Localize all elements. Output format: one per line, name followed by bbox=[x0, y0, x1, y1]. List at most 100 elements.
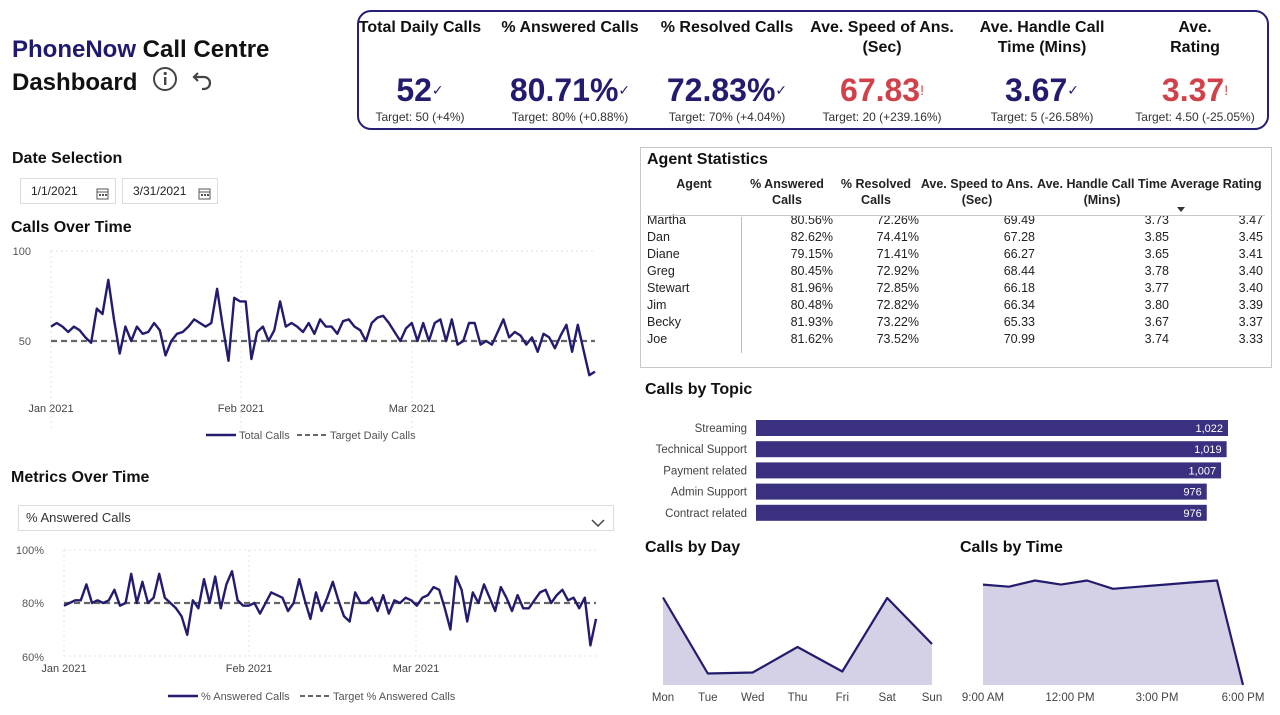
column-header[interactable]: Agent bbox=[676, 177, 712, 191]
bar-category-label: Streaming bbox=[695, 423, 747, 435]
table-header-row: Agent % Answered Calls % Resolved Calls … bbox=[647, 176, 1263, 212]
reset-undo-icon[interactable] bbox=[191, 67, 215, 100]
series-line bbox=[662, 596, 933, 675]
x-tick-label: Mar 2021 bbox=[393, 663, 439, 675]
start-date-value: 1/1/2021 bbox=[31, 184, 78, 198]
x-tick-label: Tue bbox=[698, 692, 717, 704]
bar-category-label: Contract related bbox=[665, 508, 747, 520]
kpi-rating: Ave. Rating 3.37! Target: 4.50 (-25.05%) bbox=[1120, 18, 1270, 124]
x-tick-label: Feb 2021 bbox=[226, 663, 272, 675]
bar-data-label: 1,022 bbox=[1195, 423, 1223, 435]
table-row[interactable]: Martha 80.56% 72.26% 69.49 3.73 3.47 bbox=[647, 213, 1263, 227]
kpi-resolved-calls: % Resolved Calls 72.83%✓ Target: 70% (+4… bbox=[652, 18, 802, 124]
bar-data-label: 976 bbox=[1183, 508, 1201, 520]
y-tick-label: 100% bbox=[16, 545, 44, 557]
legend-label: Target % Answered Calls bbox=[333, 691, 456, 703]
kpi-label: Ave. Rating bbox=[1170, 19, 1220, 56]
calendar-icon[interactable] bbox=[96, 184, 109, 208]
table-row[interactable]: Dan 82.62% 74.41% 67.28 3.85 3.45 bbox=[647, 230, 1263, 244]
date-selection-title: Date Selection bbox=[12, 150, 123, 167]
kpi-target: Target: 80% (+0.88%) bbox=[511, 110, 629, 124]
bar-data-label: 1,007 bbox=[1189, 465, 1217, 477]
bar-data-label: 976 bbox=[1183, 487, 1201, 499]
x-tick-label: 3:00 PM bbox=[1136, 692, 1179, 704]
x-tick-label: Mon bbox=[652, 692, 674, 704]
kpi-label: Ave. Handle Call Time (Mins) bbox=[979, 19, 1105, 56]
y-tick-label: 80% bbox=[22, 598, 44, 610]
y-tick-label: 60% bbox=[22, 652, 44, 664]
kpi-answered-calls: % Answered Calls 80.71%✓ Target: 80% (+0… bbox=[495, 18, 645, 124]
bar-category-label: Payment related bbox=[663, 465, 747, 477]
table-row[interactable]: Jim 80.48% 72.82% 66.34 3.80 3.39 bbox=[647, 298, 1263, 312]
info-icon[interactable] bbox=[152, 66, 178, 101]
calendar-icon[interactable] bbox=[198, 184, 211, 208]
kpi-target: Target: 5 (-26.58%) bbox=[990, 110, 1094, 124]
kpi-value: 3.67✓ bbox=[1004, 72, 1079, 108]
column-header[interactable]: Average Rating bbox=[1170, 177, 1262, 191]
kpi-label: % Answered Calls bbox=[501, 19, 639, 36]
kpi-target: Target: 4.50 (-25.05%) bbox=[1135, 110, 1255, 124]
column-header[interactable]: Ave. Handle Call Time (Mins) bbox=[1037, 177, 1167, 207]
x-tick-label: Jan 2021 bbox=[28, 403, 73, 415]
table-row[interactable]: Stewart 81.96% 72.85% 66.18 3.77 3.40 bbox=[647, 281, 1263, 295]
calls-by-day-title: Calls by Day bbox=[645, 539, 741, 556]
end-date-value: 3/31/2021 bbox=[133, 184, 187, 198]
calls-over-time-chart: 100 50 Jan 2021 Feb 2021 Mar 2021 Total … bbox=[13, 246, 596, 442]
legend-label: Target Daily Calls bbox=[330, 430, 416, 442]
column-header[interactable]: % Resolved Calls bbox=[840, 177, 912, 207]
check-icon: ✓ bbox=[618, 82, 631, 98]
calls-by-time-chart: 9:00 AM 12:00 PM 3:00 PM 6:00 PM bbox=[962, 579, 1265, 704]
table-row[interactable]: Joe 81.62% 73.52% 70.99 3.74 3.33 bbox=[647, 332, 1263, 346]
x-tick-label: Wed bbox=[741, 692, 764, 704]
bar-category-label: Technical Support bbox=[656, 444, 748, 456]
table-row[interactable]: Diane 79.15% 71.41% 66.27 3.65 3.41 bbox=[647, 247, 1263, 261]
table-row[interactable]: Greg 80.45% 72.92% 68.44 3.78 3.40 bbox=[647, 264, 1263, 278]
series-line bbox=[63, 570, 598, 647]
header-divider bbox=[647, 215, 1265, 216]
bar bbox=[756, 483, 1207, 500]
legend-label: % Answered Calls bbox=[201, 691, 290, 703]
area-fill bbox=[983, 580, 1243, 685]
y-tick-label: 50 bbox=[19, 336, 31, 348]
alert-icon: ! bbox=[920, 82, 924, 98]
x-tick-label: 12:00 PM bbox=[1045, 692, 1094, 704]
agent-statistics-table: Agent % Answered Calls % Resolved Calls … bbox=[647, 176, 1263, 348]
area-fill bbox=[663, 597, 932, 685]
kpi-label: Ave. Speed of Ans. (Sec) bbox=[810, 19, 954, 56]
bar-category-label: Admin Support bbox=[671, 487, 748, 499]
bar-data-label: 1,019 bbox=[1194, 444, 1222, 456]
x-tick-label: Feb 2021 bbox=[218, 403, 264, 415]
metric-select-value: % Answered Calls bbox=[26, 510, 131, 525]
calls-by-topic-chart: Streaming 1,022 Technical Support 1,019 Paym… bbox=[656, 420, 1228, 521]
end-date-input[interactable]: 3/31/2021 bbox=[122, 178, 218, 204]
kpi-label: Total Daily Calls bbox=[358, 19, 482, 36]
kpi-target: Target: 50 (+4%) bbox=[375, 110, 465, 124]
check-icon: ✓ bbox=[1067, 82, 1079, 98]
calls-by-day-chart: Mon Tue Wed Thu Fri Sat Sun bbox=[652, 596, 942, 704]
kpi-value: 72.83%✓ bbox=[666, 72, 788, 108]
column-divider bbox=[741, 217, 742, 353]
check-icon: ✓ bbox=[431, 82, 444, 98]
calls-by-time-title: Calls by Time bbox=[960, 539, 1063, 556]
chevron-down-icon[interactable] bbox=[591, 512, 605, 536]
table-row[interactable]: Becky 81.93% 73.22% 65.33 3.67 3.37 bbox=[647, 315, 1263, 329]
kpi-value: 52✓ bbox=[396, 72, 444, 108]
x-tick-label: 9:00 AM bbox=[962, 692, 1004, 704]
column-header[interactable]: % Answered Calls bbox=[750, 177, 824, 207]
calls-over-time-title: Calls Over Time bbox=[11, 219, 132, 236]
start-date-input[interactable]: 1/1/2021 bbox=[20, 178, 116, 204]
check-icon: ✓ bbox=[775, 82, 788, 98]
x-tick-label: 6:00 PM bbox=[1222, 692, 1265, 704]
agent-statistics-panel: Agent Statistics Agent % Answered Calls … bbox=[640, 147, 1272, 368]
column-header[interactable]: Ave. Speed to Ans. (Sec) bbox=[920, 177, 1034, 207]
legend-label: Total Calls bbox=[239, 430, 290, 442]
sort-descending-icon[interactable] bbox=[1177, 207, 1185, 212]
alert-icon: ! bbox=[1224, 82, 1229, 98]
series-line bbox=[50, 278, 596, 377]
y-tick-label: 100 bbox=[13, 246, 31, 258]
metrics-over-time-title: Metrics Over Time bbox=[11, 469, 150, 486]
bar bbox=[756, 504, 1207, 521]
kpi-value: 67.83! bbox=[840, 72, 924, 108]
bar bbox=[756, 462, 1222, 479]
metric-select-dropdown[interactable]: % Answered Calls bbox=[18, 505, 614, 531]
